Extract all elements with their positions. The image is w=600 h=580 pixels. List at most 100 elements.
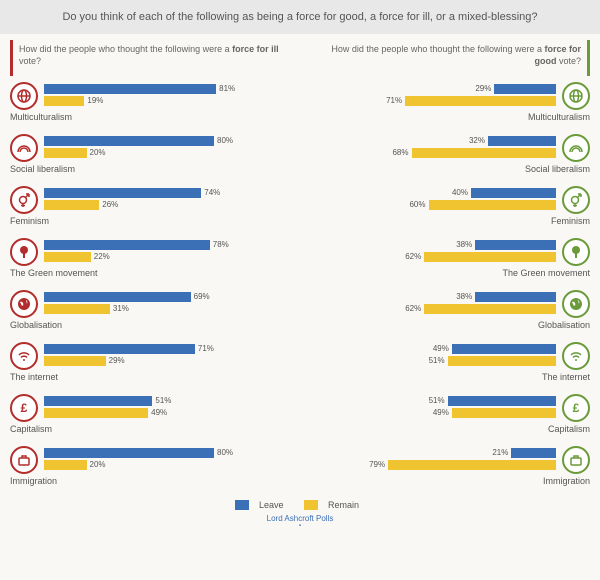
chart-item: 80% 20% Social liberalism: [10, 134, 294, 178]
wifi-icon: [10, 342, 38, 370]
world-icon: [562, 290, 590, 318]
page-title: Do you think of each of the following as…: [0, 0, 600, 34]
remain-bar: [448, 356, 556, 366]
chart-item: 38%62%The Green movement: [306, 238, 590, 282]
legend-leave-swatch: [235, 500, 249, 510]
legend-remain-swatch: [304, 500, 318, 510]
tree-icon: [10, 238, 38, 266]
chart-item: £51%49%Capitalism: [10, 394, 294, 438]
world-icon: [10, 290, 38, 318]
item-label: Multiculturalism: [10, 112, 72, 122]
rainbow-icon: [562, 134, 590, 162]
chart-item: 78%22%The Green movement: [10, 238, 294, 282]
force-for-ill-column: How did the people who thought the follo…: [10, 40, 294, 497]
remain-bar: [44, 304, 110, 314]
remain-bar: [388, 460, 556, 470]
remain-value: 60%: [406, 200, 428, 209]
good-column-header: How did the people who thought the follo…: [306, 40, 590, 75]
remain-value: 20%: [87, 148, 109, 157]
pound-icon: £: [10, 394, 38, 422]
item-label: Immigration: [10, 476, 57, 486]
legend-leave-label: Leave: [259, 500, 284, 510]
chart-item: 81%19%Multiculturalism: [10, 82, 294, 126]
ill-column-header: How did the people who thought the follo…: [10, 40, 294, 75]
leave-value: 81%: [216, 84, 238, 93]
item-label: Social liberalism: [10, 164, 75, 174]
leave-value: 51%: [426, 396, 448, 405]
remain-bar: [424, 252, 556, 262]
remain-value: 26%: [99, 200, 121, 209]
suitcase-icon: [562, 446, 590, 474]
leave-value: 71%: [195, 344, 217, 353]
credit: Lord Ashcroft Polls: [0, 514, 600, 523]
wifi-icon: [562, 342, 590, 370]
leave-value: 40%: [449, 188, 471, 197]
remain-bar: [44, 252, 91, 262]
leave-bar: [488, 136, 556, 146]
leave-value: 32%: [466, 136, 488, 145]
remain-value: 22%: [91, 252, 113, 261]
leave-value: 21%: [489, 448, 511, 457]
chart-item: 21%79%Immigration: [306, 446, 590, 490]
item-label: Feminism: [551, 216, 590, 226]
chart-item: 40% 60% Feminism: [306, 186, 590, 230]
leave-value: 74%: [201, 188, 223, 197]
globe-icon: [10, 82, 38, 110]
leave-bar: [44, 136, 214, 146]
remain-bar: [44, 460, 87, 470]
leave-value: 78%: [210, 240, 232, 249]
leave-value: 38%: [453, 292, 475, 301]
leave-bar: [44, 84, 216, 94]
item-label: Globalisation: [10, 320, 62, 330]
chart-item: 49%51%The internet: [306, 342, 590, 386]
remain-value: 49%: [430, 408, 452, 417]
leave-value: 29%: [472, 84, 494, 93]
suitcase-icon: [10, 446, 38, 474]
leave-value: 80%: [214, 136, 236, 145]
remain-value: 29%: [106, 356, 128, 365]
rainbow-icon: [10, 134, 38, 162]
remain-bar: [44, 356, 106, 366]
chart-item: £51% 49% Capitalism: [306, 394, 590, 438]
item-label: Capitalism: [548, 424, 590, 434]
leave-bar: [452, 344, 556, 354]
item-label: Social liberalism: [525, 164, 590, 174]
remain-value: 51%: [426, 356, 448, 365]
remain-value: 62%: [402, 252, 424, 261]
chart-item: 80% 20% Immigration: [10, 446, 294, 490]
leave-bar: [44, 396, 152, 406]
pound-icon: £: [562, 394, 590, 422]
chart-item: 38% 62% Globalisation: [306, 290, 590, 334]
leave-value: 69%: [191, 292, 213, 301]
globe-icon: [562, 82, 590, 110]
chart-columns: How did the people who thought the follo…: [0, 34, 600, 497]
item-label: Globalisation: [538, 320, 590, 330]
leave-bar: [44, 188, 201, 198]
leave-value: 38%: [453, 240, 475, 249]
leave-value: 51%: [152, 396, 174, 405]
item-label: The internet: [10, 372, 58, 382]
remain-bar: [412, 148, 557, 158]
legend-remain-label: Remain: [328, 500, 359, 510]
item-label: Capitalism: [10, 424, 52, 434]
chart-item: 74%26%Feminism: [10, 186, 294, 230]
remain-bar: [44, 96, 84, 106]
leave-bar: [475, 240, 556, 250]
leave-bar: [44, 240, 210, 250]
leave-bar: [44, 292, 191, 302]
item-label: The internet: [542, 372, 590, 382]
remain-value: 20%: [87, 460, 109, 469]
remain-bar: [429, 200, 557, 210]
remain-value: 79%: [366, 460, 388, 469]
item-label: Multiculturalism: [528, 112, 590, 122]
legend: Leave Remain: [0, 498, 600, 512]
leave-bar: [44, 344, 195, 354]
leave-bar: [494, 84, 556, 94]
leave-value: 80%: [214, 448, 236, 457]
remain-value: 62%: [402, 304, 424, 313]
credit-handle: ▪: [0, 523, 600, 529]
remain-value: 71%: [383, 96, 405, 105]
tree-icon: [562, 238, 590, 266]
leave-bar: [475, 292, 556, 302]
svg-text:£: £: [573, 401, 580, 415]
